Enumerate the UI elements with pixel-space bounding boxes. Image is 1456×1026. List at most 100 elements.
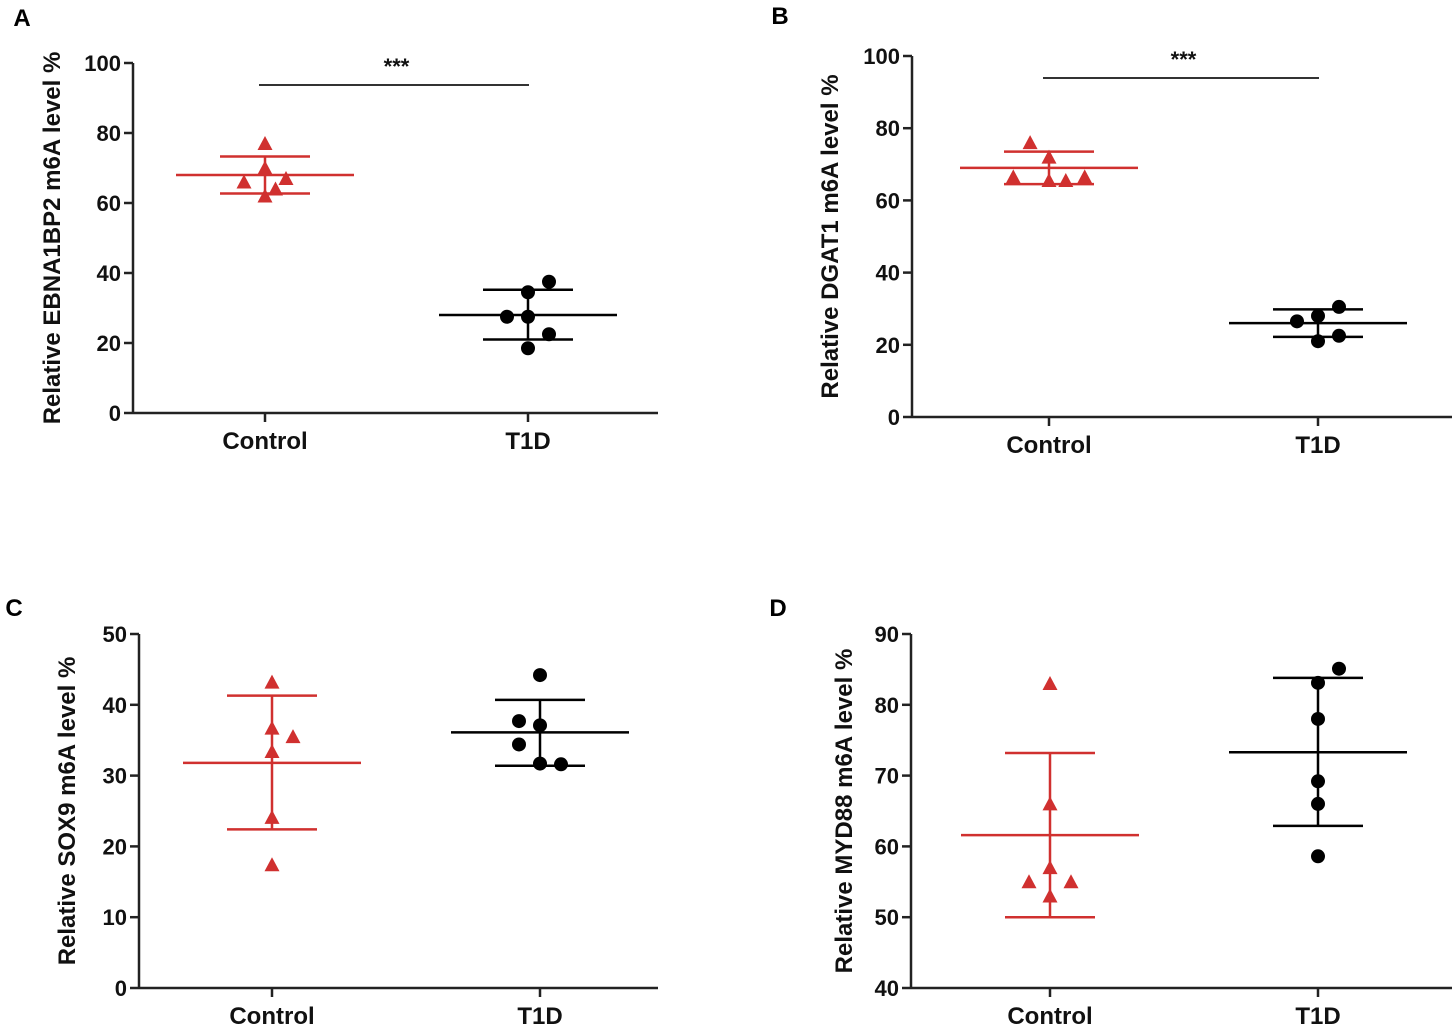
y-tick-label: 40 xyxy=(875,976,899,1001)
y-tick-label: 80 xyxy=(875,693,899,718)
series-t1d xyxy=(1229,661,1407,864)
data-point-circle xyxy=(1311,796,1325,811)
y-tick-label: 20 xyxy=(103,834,127,859)
data-point-circle xyxy=(1311,334,1325,349)
data-point-circle xyxy=(1311,849,1325,864)
data-point-triangle xyxy=(1058,173,1074,188)
series-t1d xyxy=(451,668,629,772)
y-tick-label: 70 xyxy=(875,764,899,789)
data-point-circle xyxy=(512,737,526,752)
data-point-circle xyxy=(1311,308,1325,323)
data-point-triangle xyxy=(257,188,273,203)
data-point-triangle xyxy=(1042,888,1058,903)
panel-a: A Relative EBNA1BP2 m6A level % 0 20 40 60 80 1… xyxy=(13,5,658,455)
x-category-label: Control xyxy=(1007,1003,1092,1026)
x-category-label: T1D xyxy=(1295,432,1340,459)
data-point-triangle xyxy=(264,744,280,759)
data-point-circle xyxy=(533,756,547,771)
data-point-circle xyxy=(1332,328,1346,343)
y-tick-label: 0 xyxy=(888,405,900,430)
data-point-triangle xyxy=(268,181,283,196)
data-point-triangle xyxy=(236,174,252,189)
x-category-label: Control xyxy=(229,1003,314,1026)
data-point-circle xyxy=(533,668,547,683)
y-tick-label: 60 xyxy=(97,191,121,216)
significance-label: *** xyxy=(1171,47,1197,72)
data-point-triangle xyxy=(1021,874,1037,889)
y-tick-label: 10 xyxy=(103,905,127,930)
data-point-triangle xyxy=(278,171,294,185)
y-axis-title: Relative SOX9 m6A level % xyxy=(54,657,81,966)
y-tick-label: 90 xyxy=(875,622,899,647)
significance-label: *** xyxy=(384,54,410,79)
series-control xyxy=(183,674,361,872)
data-point-circle xyxy=(500,309,514,324)
data-point-circle xyxy=(512,714,526,729)
y-tick-label: 50 xyxy=(875,905,899,930)
series-control xyxy=(960,135,1138,188)
data-point-triangle xyxy=(285,729,301,744)
data-point-circle xyxy=(554,757,568,772)
y-tick-label: 40 xyxy=(97,261,121,286)
y-tick-label: 0 xyxy=(115,976,127,1001)
data-point-triangle xyxy=(264,857,280,872)
data-point-circle xyxy=(521,341,535,356)
series-control xyxy=(176,136,354,203)
data-point-circle xyxy=(1311,711,1325,726)
y-tick-label: 40 xyxy=(103,693,127,718)
data-point-circle xyxy=(521,285,535,300)
data-point-circle xyxy=(521,309,535,324)
y-tick-label: 60 xyxy=(875,834,899,859)
data-point-circle xyxy=(1290,314,1304,329)
x-category-label: T1D xyxy=(505,428,550,455)
y-tick-label: 80 xyxy=(97,121,121,146)
x-category-label: T1D xyxy=(517,1003,562,1026)
data-point-triangle xyxy=(264,809,280,824)
panel-letter: B xyxy=(771,3,788,30)
y-tick-label: 30 xyxy=(103,764,127,789)
y-tick-label: 20 xyxy=(876,333,900,358)
y-tick-label: 40 xyxy=(876,261,900,286)
data-point-triangle xyxy=(1042,860,1058,875)
data-point-circle xyxy=(533,718,547,733)
y-axis-title: Relative MYD88 m6A level % xyxy=(831,649,858,974)
data-point-triangle xyxy=(264,720,280,735)
x-category-label: T1D xyxy=(1295,1003,1340,1026)
y-tick-label: 60 xyxy=(876,188,900,213)
y-tick-label: 50 xyxy=(103,622,127,647)
y-tick-label: 0 xyxy=(109,401,121,426)
y-tick-label: 100 xyxy=(863,44,900,69)
data-point-triangle xyxy=(1041,173,1057,188)
y-tick-label: 20 xyxy=(97,331,121,356)
y-axis-title: Relative DGAT1 m6A level % xyxy=(817,74,844,398)
panel-letter: D xyxy=(769,595,786,622)
data-point-triangle xyxy=(1005,169,1021,184)
x-category-label: Control xyxy=(222,428,307,455)
y-axis-title: Relative EBNA1BP2 m6A level % xyxy=(39,52,66,425)
panel-b: B Relative DGAT1 m6A level % 0 20 40 60 80 100 C… xyxy=(771,3,1452,459)
data-point-circle xyxy=(542,274,556,289)
panel-letter: A xyxy=(13,5,30,32)
data-point-triangle xyxy=(257,160,273,175)
series-t1d xyxy=(439,274,617,356)
y-tick-label: 100 xyxy=(84,51,121,76)
y-tick-label: 80 xyxy=(876,116,900,141)
data-point-triangle xyxy=(1042,796,1058,811)
data-point-triangle xyxy=(1077,169,1093,184)
data-point-circle xyxy=(1332,661,1346,676)
data-point-triangle xyxy=(1063,874,1079,889)
series-t1d xyxy=(1229,299,1407,349)
panel-c: C Relative SOX9 m6A level % 0 10 20 30 40 50 Con… xyxy=(5,595,658,1026)
series-control xyxy=(961,676,1139,919)
data-point-triangle xyxy=(264,674,280,689)
data-point-triangle xyxy=(257,136,273,150)
x-category-label: Control xyxy=(1006,432,1091,459)
panel-letter: C xyxy=(5,595,22,622)
data-point-circle xyxy=(1311,675,1325,690)
data-point-triangle xyxy=(1042,676,1058,691)
data-point-circle xyxy=(542,327,556,342)
data-point-circle xyxy=(1311,774,1325,789)
data-point-circle xyxy=(1332,299,1346,314)
data-point-triangle xyxy=(1022,135,1038,150)
